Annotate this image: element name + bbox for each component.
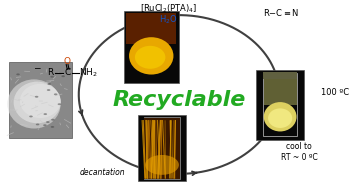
Bar [263,73,297,136]
Circle shape [51,126,54,128]
Bar [144,118,180,179]
Text: cool to
RT ~ 0 ºC: cool to RT ~ 0 ºC [281,143,317,162]
Ellipse shape [145,155,179,175]
Circle shape [61,75,65,77]
Bar [9,62,72,138]
Ellipse shape [268,108,292,128]
Text: [RuCl$_2$(PTA)$_4$]: [RuCl$_2$(PTA)$_4$] [140,2,197,15]
Circle shape [35,96,38,98]
Circle shape [51,119,55,121]
Ellipse shape [14,82,61,123]
Bar [124,11,179,83]
Bar [263,72,297,79]
Text: Recyclable: Recyclable [112,90,246,110]
Text: NH$_2$: NH$_2$ [79,67,98,79]
Circle shape [16,73,20,75]
Circle shape [43,124,47,126]
Ellipse shape [129,37,173,74]
Ellipse shape [135,46,165,69]
Text: H$_2$O: H$_2$O [159,14,178,26]
Bar [144,117,180,180]
Text: decantation: decantation [79,168,125,177]
Ellipse shape [264,102,296,132]
Text: 100 ºC: 100 ºC [321,88,349,97]
Text: $-$: $-$ [33,63,42,72]
Text: O: O [64,57,71,67]
Circle shape [43,113,47,115]
Bar [264,78,296,105]
Ellipse shape [8,79,61,129]
Text: C: C [65,68,71,77]
Circle shape [50,76,54,78]
Text: R: R [47,68,53,77]
Circle shape [46,121,50,123]
Circle shape [47,83,51,85]
Bar [138,115,186,181]
Ellipse shape [20,84,61,118]
Bar [256,70,304,140]
Text: R$-$C$\equiv$N: R$-$C$\equiv$N [263,7,300,18]
Circle shape [58,103,61,105]
Circle shape [29,115,33,117]
Circle shape [54,93,58,95]
Bar [126,13,176,44]
Circle shape [47,89,50,91]
Circle shape [36,124,39,125]
